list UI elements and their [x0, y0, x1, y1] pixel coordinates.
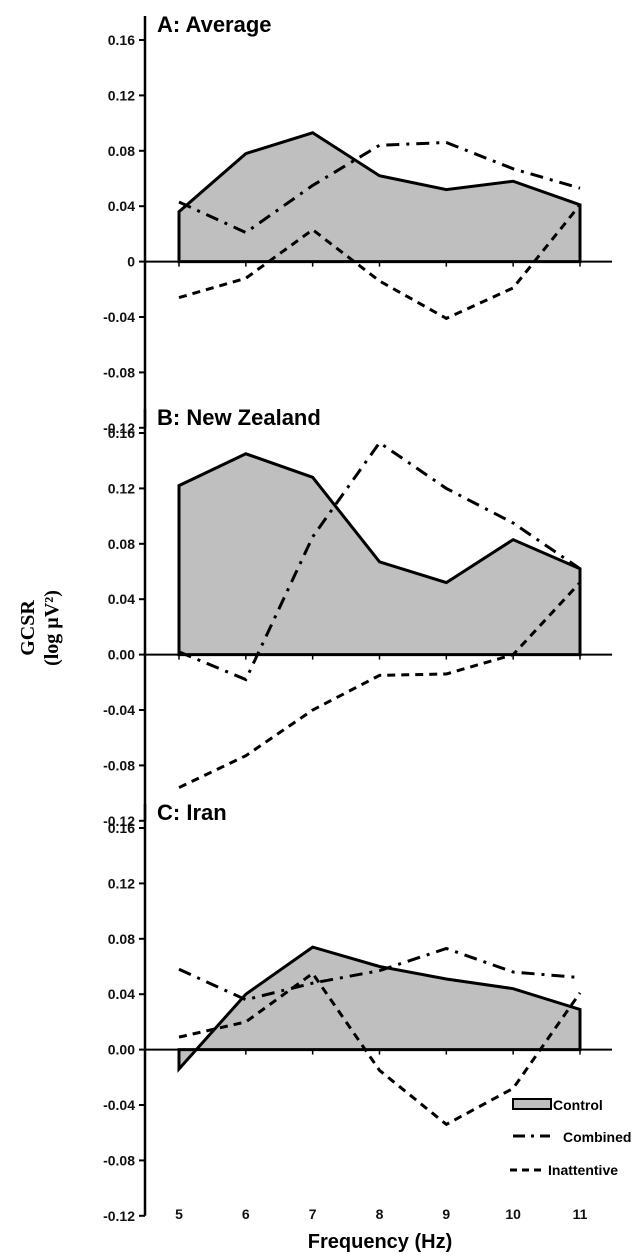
- series-combined-line: [178, 140, 581, 235]
- y-tick-label: 0: [127, 254, 135, 270]
- y-tick-label: 0.12: [108, 480, 135, 496]
- legend-label-combined: Combined: [563, 1129, 631, 1145]
- series-inattentive-line: [178, 581, 582, 789]
- x-tick-label: 8: [376, 1206, 384, 1222]
- panel-2: 0.16 0.12 0.08 0.04 0.00 -0.04 -0.08 -0.12 B: Ne…: [103, 405, 612, 829]
- legend-label-control: Control: [553, 1097, 603, 1113]
- x-tick-label: 10: [505, 1206, 521, 1222]
- y-tick-label: -0.12: [103, 420, 135, 436]
- x-tick-label: 9: [442, 1206, 450, 1222]
- y-axis-label-line2: (log µV²): [41, 590, 63, 666]
- y-tick-label: 0.12: [108, 87, 135, 103]
- x-tick-label: 7: [309, 1206, 317, 1222]
- y-tick-label: 0.12: [108, 875, 135, 891]
- x-tick-label: 5: [175, 1206, 183, 1222]
- legend-label-inattentive: Inattentive: [548, 1162, 618, 1178]
- series-control-area: [177, 945, 582, 1073]
- series-combined-line: [178, 946, 581, 1002]
- panel-3: 0.16 0.12 0.08 0.04 0.00 -0.04 -0.08 -0.12 C: Ir…: [103, 800, 612, 1224]
- y-tick-label: -0.12: [103, 1208, 135, 1224]
- legend-swatch-control: [512, 1098, 552, 1110]
- y-tick-label: 0.16: [108, 425, 135, 441]
- y-tick-label: 0.04: [108, 198, 135, 214]
- y-tick-label: 0.16: [108, 820, 135, 836]
- y-tick-label: 0.08: [108, 143, 135, 159]
- y-tick-label: 0.00: [108, 647, 135, 663]
- series-control-area: [177, 452, 582, 657]
- y-tick-label: -0.04: [103, 309, 135, 325]
- y-tick-label: -0.12: [103, 813, 135, 829]
- y-tick-label: 0.08: [108, 536, 135, 552]
- panel-title: B: New Zealand: [157, 405, 321, 430]
- panel-1: 0.16 0.12 0.08 0.04 0 -0.04 -0.08 -0.12 A: Avera…: [103, 12, 612, 436]
- series-inattentive-line: [178, 971, 582, 1127]
- panels-group: 0.16 0.12 0.08 0.04 0 -0.04 -0.08 -0.12 A: Avera…: [103, 12, 612, 1224]
- legend: Control Combined Inattentive: [510, 1097, 631, 1178]
- panel-title: A: Average: [157, 12, 272, 37]
- y-tick-label: -0.04: [103, 702, 135, 718]
- y-tick-label: -0.08: [103, 364, 135, 380]
- x-tick-label: 11: [573, 1206, 588, 1222]
- y-tick-label: 0.16: [108, 32, 135, 48]
- x-tick-label: 6: [242, 1206, 250, 1222]
- y-tick-label: -0.08: [103, 757, 135, 773]
- y-axis-label-line1: GCSR: [17, 600, 39, 656]
- y-tick-label: 0.04: [108, 986, 135, 1002]
- y-tick-label: 0.08: [108, 931, 135, 947]
- panel-title: C: Iran: [157, 800, 227, 825]
- y-tick-label: 0.04: [108, 591, 135, 607]
- series-control-area: [177, 131, 582, 264]
- y-tick-label: 0.00: [108, 1042, 135, 1058]
- y-tick-label: -0.08: [103, 1152, 135, 1168]
- y-tick-label: -0.04: [103, 1097, 135, 1113]
- x-axis-label: Frequency (Hz): [308, 1231, 452, 1253]
- series-combined-line: [178, 440, 581, 682]
